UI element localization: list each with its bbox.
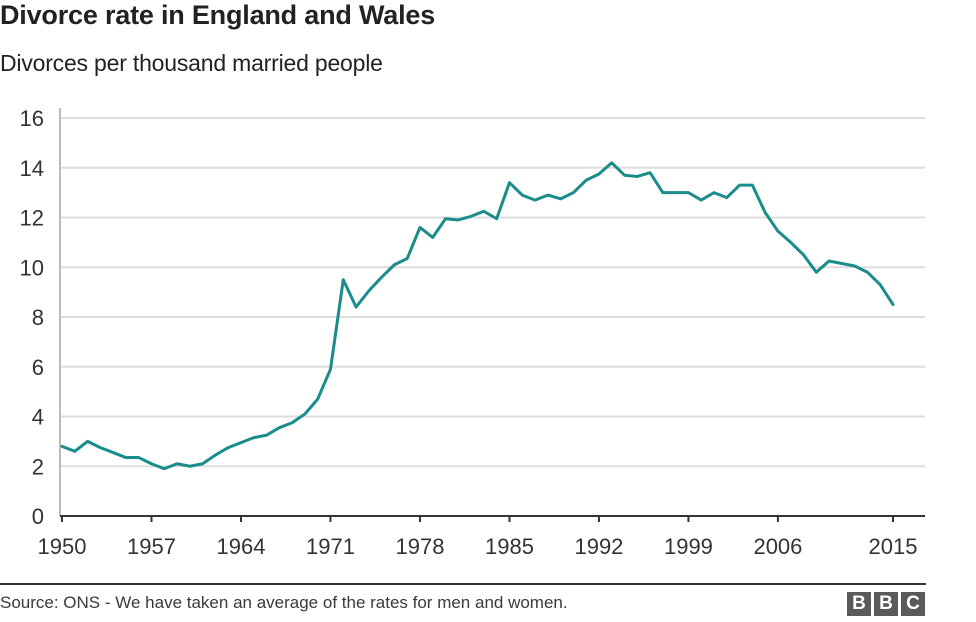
y-tick-label: 16 [20, 106, 44, 131]
x-tick-label: 1985 [485, 534, 534, 559]
x-tick-label: 2006 [753, 534, 802, 559]
y-tick-label: 0 [32, 504, 44, 529]
x-tick-label: 1971 [306, 534, 355, 559]
x-tick-label: 1978 [395, 534, 444, 559]
bbc-logo-letter: B [847, 592, 871, 616]
x-tick-label: 2015 [869, 534, 918, 559]
bbc-logo-letter: C [901, 592, 925, 616]
y-tick-label: 6 [32, 355, 44, 380]
x-tick-label: 1957 [127, 534, 176, 559]
y-tick-label: 12 [20, 206, 44, 231]
x-tick-label: 1992 [574, 534, 623, 559]
y-tick-label: 2 [32, 454, 44, 479]
y-tick-label: 4 [32, 405, 44, 430]
divorce-rate-line-chart: 0 2 4 6 8 10 12 14 16 1950 1957 1964 1971 1978 1985 199… [20, 106, 925, 559]
chart-title: Divorce rate in England and Wales [0, 0, 436, 30]
y-tick-label: 10 [20, 255, 44, 280]
footer-divider [0, 583, 926, 585]
y-tick-label: 8 [32, 305, 44, 330]
bbc-logo-letter: B [874, 592, 898, 616]
x-tick-label: 1950 [38, 534, 87, 559]
x-tick-label: 1999 [664, 534, 713, 559]
source-note: Source: ONS - We have taken an average o… [0, 593, 568, 612]
chart-subtitle: Divorces per thousand married people [0, 50, 383, 76]
divorce-rate-series-line [60, 161, 895, 471]
y-tick-label: 14 [20, 156, 44, 181]
x-tick-label: 1964 [217, 534, 266, 559]
bbc-logo: B B C [847, 592, 925, 616]
